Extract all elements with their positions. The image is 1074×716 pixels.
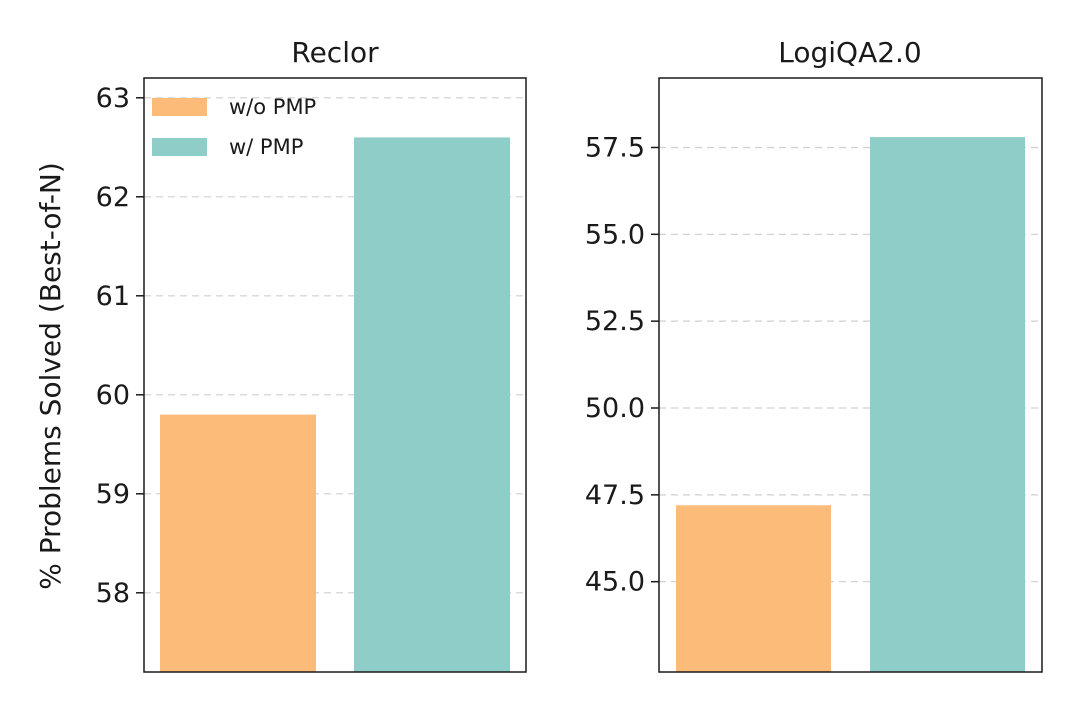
y-tick-label: 55.0: [585, 219, 645, 250]
legend-label-with-pmp: w/ PMP: [229, 135, 303, 159]
panel-title-logiqa: LogiQA2.0: [778, 36, 922, 69]
bar-without-pmp: [676, 505, 831, 672]
y-tick-label: 62: [96, 182, 130, 213]
panel-logiqa: LogiQA2.0 45.0 47.5 50.0 52.5 55.0 57.5: [585, 36, 1043, 673]
y-tick-label: 57.5: [585, 132, 645, 163]
legend-swatch-without-pmp: [152, 98, 207, 116]
panel-reclor: Reclor 58 59 60 61 62 63 w/o PMP w/ PMP: [96, 36, 527, 673]
y-tick-label: 50.0: [585, 393, 645, 424]
bar-with-pmp: [870, 137, 1025, 673]
panel-title-reclor: Reclor: [291, 36, 379, 69]
y-ticks-logiqa: 45.0 47.5 50.0 52.5 55.0 57.5: [585, 132, 659, 598]
y-tick-label: 63: [96, 83, 130, 114]
plot-frame-logiqa: [658, 77, 1043, 673]
y-tick-label: 58: [96, 578, 130, 609]
y-axis-label: % Problems Solved (Best-of-N): [34, 162, 67, 590]
bar-without-pmp: [160, 414, 316, 672]
plot-frame-reclor: [143, 77, 527, 673]
y-tick-label: 61: [96, 281, 130, 312]
y-tick-label: 47.5: [585, 480, 645, 511]
y-tick-label: 60: [96, 380, 130, 411]
y-tick-label: 45.0: [585, 567, 645, 598]
bars-reclor: [160, 137, 510, 672]
legend-label-without-pmp: w/o PMP: [229, 95, 316, 119]
legend-swatch-with-pmp: [152, 138, 207, 156]
legend: w/o PMP w/ PMP: [152, 95, 316, 159]
y-ticks-reclor: 58 59 60 61 62 63: [96, 83, 144, 609]
y-tick-label: 52.5: [585, 306, 645, 337]
y-tick-label: 59: [96, 479, 130, 510]
bar-with-pmp: [354, 137, 510, 672]
bars-logiqa: [676, 137, 1025, 673]
